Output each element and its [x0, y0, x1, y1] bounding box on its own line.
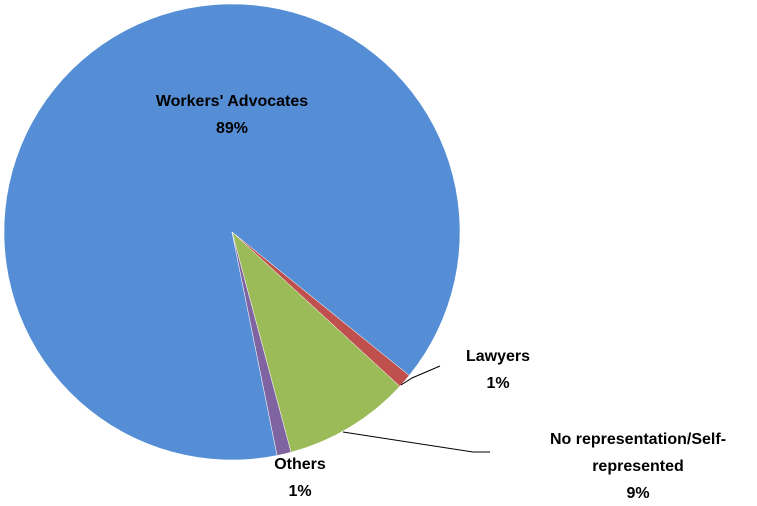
pie-slice — [231, 231, 401, 453]
data-label: Others 1% — [240, 451, 360, 505]
value-label: 9% — [626, 485, 650, 502]
category-label: Lawyers — [465, 348, 531, 365]
data-label: Workers' Advocates 89% — [102, 88, 362, 142]
leader-line — [342, 431, 490, 453]
value-label: 89% — [215, 120, 249, 137]
value-label: 1% — [486, 375, 510, 392]
data-label: Lawyers 1% — [438, 343, 558, 397]
leader-line — [400, 365, 441, 386]
data-label: No representation/Self-represented 9% — [516, 426, 757, 506]
category-label: Others — [274, 456, 326, 473]
category-label: Workers' Advocates — [155, 93, 309, 110]
category-label: No representation/Self-represented — [549, 431, 727, 475]
value-label: 1% — [288, 483, 312, 500]
pie-slice — [231, 231, 292, 456]
